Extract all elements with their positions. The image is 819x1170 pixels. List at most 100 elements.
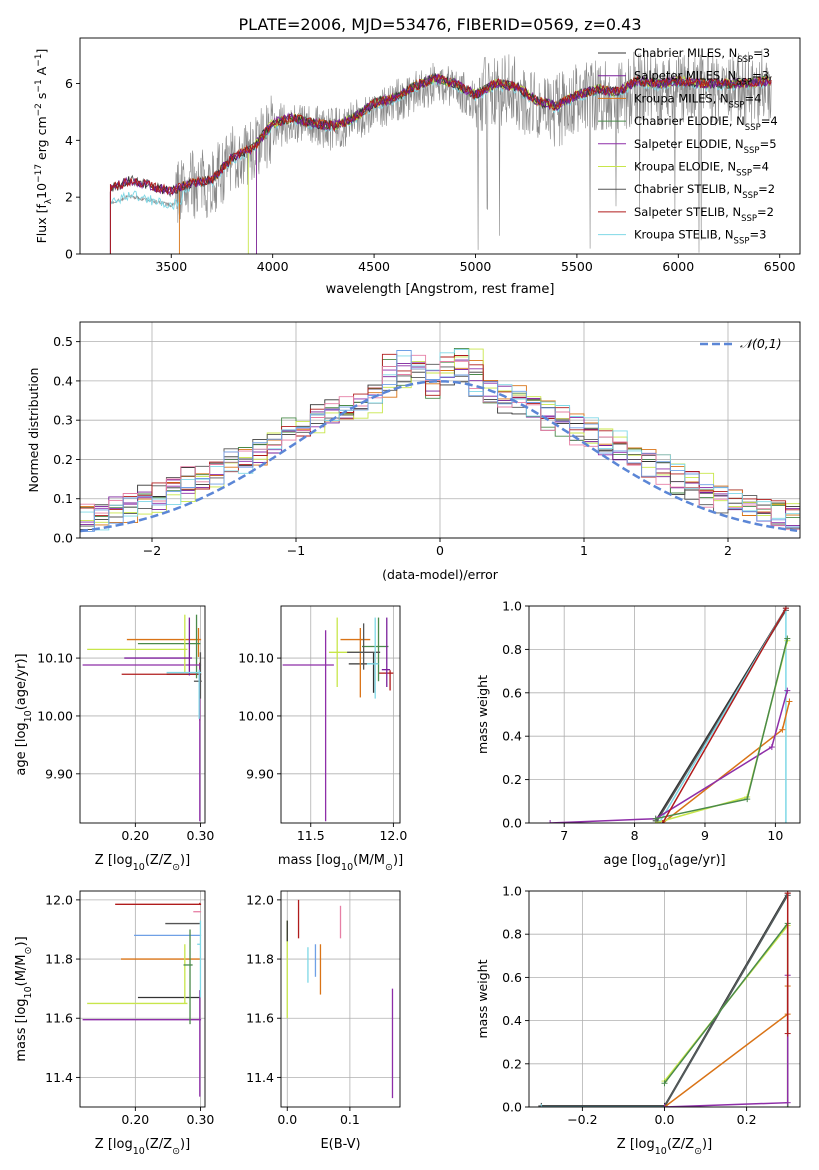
age-vs-mass-x-label-part: mass [log	[278, 853, 341, 868]
axes-frame	[79, 37, 801, 255]
weight-line	[662, 701, 791, 823]
y-tick-label: 10.10	[238, 651, 274, 666]
legend-label-sub: SSP	[742, 191, 758, 201]
legend-label-name: Kroupa MILES, N	[634, 91, 729, 105]
x-tick-label: 8	[631, 828, 639, 843]
y-tick-label: 0.2	[53, 452, 73, 467]
mass-vs-ebv-panel: 0.0 0.1 11.4 11.6 11.8 12.0 E(B-V)	[246, 890, 401, 1152]
legend-label-count: =3	[753, 46, 770, 60]
legend-label-name: Salpeter MILES, N	[634, 69, 736, 83]
plot-area	[538, 891, 791, 1107]
x-tick-label: 9	[701, 828, 709, 843]
mass-vs-z-y-label-part: )]	[14, 936, 29, 946]
axes-frame	[280, 890, 401, 1108]
legend-label-name: Kroupa ELODIE, N	[634, 160, 736, 174]
x-tick-label: 7	[560, 828, 568, 843]
legend-label-count: =2	[758, 182, 775, 196]
y-tick-label: 11.4	[45, 1070, 73, 1085]
legend-label: Kroupa MILES, NSSP=4	[634, 91, 761, 110]
y-tick-label: 9.90	[246, 766, 274, 781]
y-tick-label: 0.4	[53, 373, 73, 388]
age-vs-z-y-label-part: 10	[23, 710, 34, 722]
y-tick-label: 0.2	[502, 1056, 522, 1071]
legend-label-sub: SSP	[744, 146, 760, 156]
y-tick-label: 0.0	[53, 531, 73, 546]
weight-vs-z-y-label: mass weight	[475, 959, 490, 1038]
y-tick-label: 6	[65, 76, 73, 91]
y-tick-label: 11.8	[246, 952, 274, 967]
x-tick-label: 10	[767, 828, 783, 843]
plot-area	[109, 49, 772, 254]
age-vs-mass-x-label-part: ⊙	[385, 862, 393, 873]
y-tick-label: 0.5	[53, 334, 73, 349]
y-tick-label: 11.6	[45, 1011, 73, 1026]
x-tick-label: 0.30	[187, 828, 215, 843]
legend-label-name: Chabrier ELODIE, N	[634, 114, 745, 128]
x-tick-label: 0.0	[277, 1112, 297, 1127]
legend-label-name: Kroupa STELIB, N	[634, 228, 734, 242]
legend-label: Salpeter ELODIE, NSSP=5	[634, 137, 777, 156]
weight-vs-z-x-label-part: 10	[655, 1146, 667, 1157]
legend-label-count: =5	[760, 137, 777, 151]
y-tick-label: 10.00	[37, 708, 73, 723]
mass-vs-ebv-x-label: E(B-V)	[320, 1137, 360, 1152]
age-vs-mass-x-label-part: 10	[341, 862, 353, 873]
spectrum-y-label-part: erg cm	[34, 116, 49, 164]
x-tick-label: 11.5	[297, 828, 325, 843]
weight-line	[663, 894, 789, 1107]
spectrum-y-label-part: −17	[34, 164, 44, 183]
age-vs-z-y-label: age [log10(age/yr)]	[14, 653, 34, 775]
y-tick-label: 0.8	[502, 642, 522, 657]
weight-vs-age-x-label-part: 10	[657, 862, 669, 873]
figure-title: PLATE=2006, MJD=53476, FIBERID=0569, z=0…	[238, 15, 641, 34]
y-tick-label: 0.3	[53, 413, 73, 428]
y-tick-label: 4	[65, 133, 73, 148]
plot-area	[82, 902, 202, 1097]
spectrum-y-label-part: −2	[34, 103, 44, 116]
weight-line	[664, 975, 789, 1107]
legend-label-count: =2	[757, 205, 774, 219]
y-tick-label: 11.4	[246, 1070, 274, 1085]
mass-vs-z-x-label: Z [log10(Z/Z⊙)]	[95, 1137, 190, 1157]
x-tick-label: 0	[436, 543, 444, 558]
x-tick-label: 0.20	[121, 1112, 149, 1127]
spectrum-y-label-part: s	[34, 93, 49, 104]
legend-label-name: Salpeter STELIB, N	[634, 205, 741, 219]
legend-label-sub: SSP	[741, 214, 757, 224]
legend-label-count: =4	[744, 91, 761, 105]
weight-vs-age-y-label: mass weight	[475, 675, 490, 754]
y-tick-label: 0.4	[502, 1013, 522, 1028]
x-tick-label: 6500	[764, 259, 796, 274]
spectrum-y-label-part: −1	[34, 79, 44, 92]
x-tick-label: 3500	[155, 259, 187, 274]
age-vs-mass-x-label-part: (M/M	[353, 853, 385, 868]
plot-area	[282, 617, 394, 822]
y-tick-label: 1.0	[502, 599, 522, 614]
axes-frame	[79, 605, 206, 824]
legend-label: 𝒩(0,1)	[740, 336, 782, 351]
age-vs-z-y-label-part: age [log	[14, 722, 29, 775]
age-vs-mass-x-label-part: )]	[393, 853, 403, 868]
x-tick-label: 0.20	[121, 828, 149, 843]
spectrum-x-label: wavelength [Angstrom, rest frame]	[326, 282, 555, 297]
residuals-panel: −2 −1 0 1 2 0.0 0.1 0.2 0.3 0.4 0.5 (data-model)/er…	[26, 321, 801, 582]
x-tick-label: −2	[143, 543, 161, 558]
legend-label-sub: SSP	[745, 123, 761, 133]
model-spectrum-salpeter-stelib	[109, 73, 772, 254]
weight-vs-age-x-label: age [log10(age/yr)]	[603, 853, 725, 873]
legend-label-count: =4	[761, 114, 778, 128]
plot-area	[82, 614, 202, 822]
legend-label-name: Chabrier MILES, N	[634, 46, 737, 60]
legend-label-count: =3	[752, 69, 769, 83]
legend-label: Kroupa STELIB, NSSP=3	[634, 228, 766, 247]
spectrum-y-label-part: Flux [f	[34, 204, 49, 244]
mass-vs-z-x-label-part: Z [log	[95, 1137, 133, 1152]
age-vs-mass-panel: 11.5 12.0 9.90 10.00 10.10 mass [log10(M/M⊙)]	[238, 605, 407, 873]
plot-area	[286, 899, 394, 1099]
residual-histogram	[80, 350, 800, 532]
x-tick-label: 6000	[662, 259, 694, 274]
legend-label: Salpeter STELIB, NSSP=2	[634, 205, 774, 224]
